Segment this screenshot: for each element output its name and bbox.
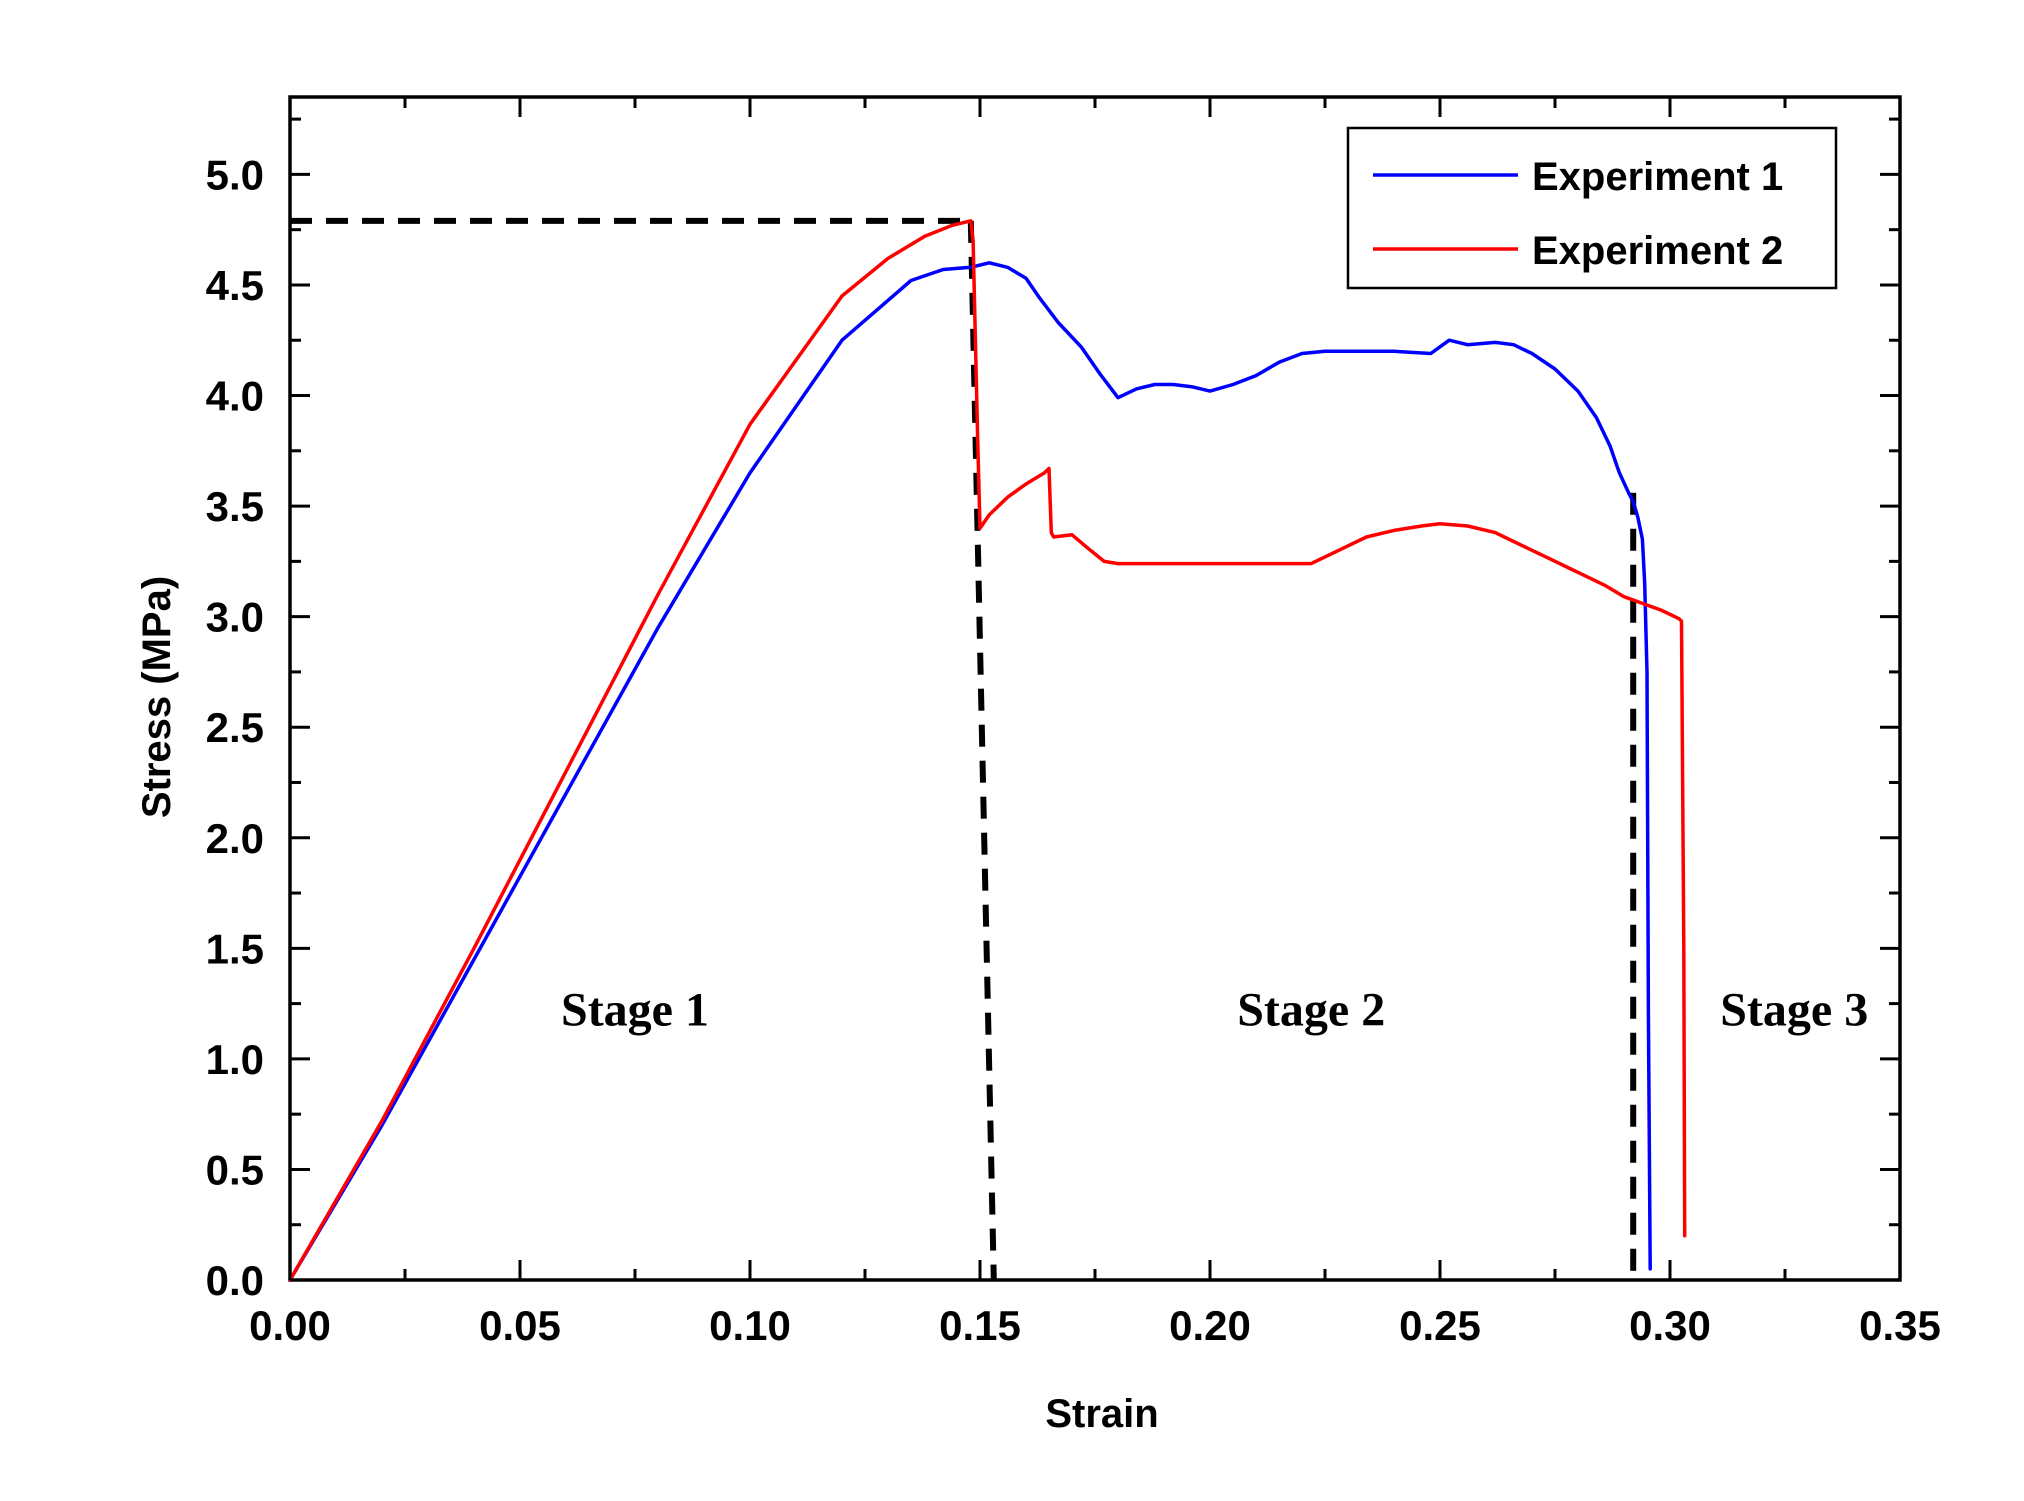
y-tick-label: 1.5	[206, 925, 264, 972]
y-tick-label: 2.5	[206, 704, 264, 751]
x-tick-label: 0.25	[1399, 1302, 1481, 1349]
x-tick-label: 0.05	[479, 1302, 561, 1349]
guide-lines	[290, 217, 1637, 1281]
y-tick-label: 0.0	[206, 1257, 264, 1304]
legend: Experiment 1 Experiment 2	[1346, 126, 1838, 290]
legend-label-experiment-2: Experiment 2	[1532, 229, 1783, 273]
x-tick-label: 0.30	[1629, 1302, 1711, 1349]
y-axis-title: Stress (MPa)	[135, 576, 179, 818]
y-tick-label: 2.0	[206, 815, 264, 862]
stage-label-3: Stage 3	[1720, 984, 1868, 1037]
stage-annotations: Stage 1 Stage 2 Stage 3	[561, 984, 1868, 1037]
y-tick-label: 3.5	[206, 483, 264, 530]
x-tick-label: 0.00	[249, 1302, 331, 1349]
x-tick-label: 0.10	[709, 1302, 791, 1349]
x-tick-label: 0.35	[1859, 1302, 1941, 1349]
legend-box	[1346, 126, 1838, 290]
y-axis-ticks: 0.0 0.5 1.0 1.5 2.0 2.5 3.0 3.5 4.0 4.5 5.0	[206, 117, 1900, 1304]
y-tick-label: 0.5	[206, 1146, 264, 1193]
stage-label-1: Stage 1	[561, 984, 709, 1037]
guide-line-2	[967, 220, 997, 1281]
x-tick-label: 0.15	[939, 1302, 1021, 1349]
series-line-experiment-2	[288, 219, 1687, 1282]
y-tick-label: 4.0	[206, 373, 264, 420]
x-axis-ticks: 0.00 0.05 0.10 0.15 0.20 0.25 0.30 0.35	[249, 97, 1941, 1349]
y-tick-label: 4.5	[206, 262, 264, 309]
series-line-experiment-1	[288, 261, 1652, 1282]
series-group	[288, 219, 1687, 1282]
x-tick-label: 0.20	[1169, 1302, 1251, 1349]
y-tick-label: 5.0	[206, 151, 264, 198]
y-tick-label: 1.0	[206, 1036, 264, 1083]
legend-label-experiment-1: Experiment 1	[1532, 155, 1783, 199]
x-axis-title: Strain	[1045, 1392, 1158, 1436]
stage-label-2: Stage 2	[1237, 984, 1385, 1037]
y-tick-label: 3.0	[206, 594, 264, 641]
